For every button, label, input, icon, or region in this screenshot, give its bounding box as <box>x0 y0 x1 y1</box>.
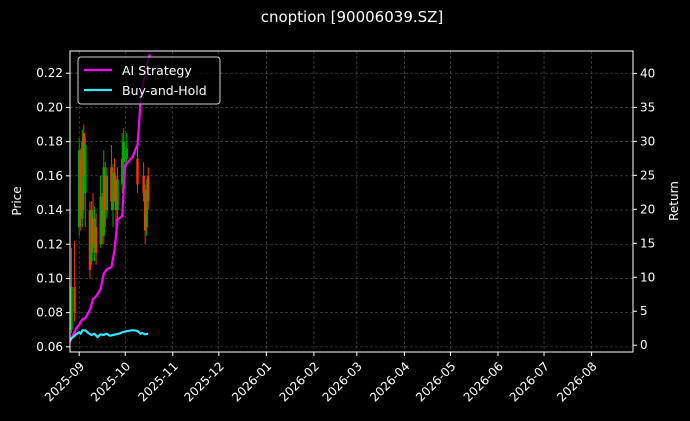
chart-title: cnoption [90006039.SZ] <box>261 8 444 26</box>
y-axis-label-right: Return <box>667 181 681 221</box>
y-left-tick-label: 0.18 <box>36 135 63 149</box>
candle-body <box>84 145 87 193</box>
candle-body <box>111 172 115 211</box>
candle-body <box>78 150 81 228</box>
candle-body <box>81 141 84 219</box>
candle-body <box>102 167 105 236</box>
candle-body <box>90 210 93 262</box>
candle-body <box>91 218 95 245</box>
candle-body <box>145 189 148 228</box>
y-right-tick-label: 40 <box>640 66 655 80</box>
y-right-tick-label: 30 <box>640 134 655 148</box>
candle-body <box>105 175 109 211</box>
legend-box <box>77 56 221 105</box>
plot-frame <box>69 50 634 353</box>
y-right-tick-label: 25 <box>640 168 655 182</box>
legend-label-ai: AI Strategy <box>122 63 192 78</box>
y-right-tick-label: 0 <box>640 338 648 352</box>
candle-body <box>122 141 125 163</box>
candle-body <box>101 201 104 231</box>
candle-body <box>93 218 96 248</box>
y-axis-label-left: Price <box>10 186 24 215</box>
y-left-tick-label: 0.10 <box>36 271 63 285</box>
candle-body <box>79 158 82 211</box>
candle-body <box>147 175 150 202</box>
legend-label-bh: Buy-and-Hold <box>122 83 207 98</box>
y-right-tick-label: 20 <box>640 202 655 216</box>
candle-body <box>110 167 113 202</box>
y-left-tick-label: 0.12 <box>36 237 63 251</box>
candle-body <box>113 172 116 193</box>
y-right-tick-label: 5 <box>640 304 648 318</box>
candle-body <box>143 192 147 231</box>
candle-body <box>125 148 128 159</box>
y-right-tick-label: 10 <box>640 270 655 284</box>
candle-body <box>142 175 145 193</box>
candle-body <box>88 210 92 270</box>
y-left-tick-label: 0.06 <box>36 340 63 354</box>
y-right-tick-label: 15 <box>640 236 655 250</box>
candlesticks <box>70 124 150 334</box>
y-left-tick-label: 0.16 <box>36 169 63 183</box>
candle-body <box>136 158 139 185</box>
series-lines <box>68 54 151 343</box>
candle-body <box>116 179 119 211</box>
y-left-tick-label: 0.08 <box>36 306 63 320</box>
y-left-tick-label: 0.14 <box>36 203 63 217</box>
series-line-ai-strategy <box>68 54 151 343</box>
candle-body <box>104 175 107 211</box>
candle-body <box>73 287 76 313</box>
y-right-tick-label: 35 <box>640 100 655 114</box>
candle-body <box>120 158 124 185</box>
candle-body <box>70 287 73 330</box>
y-left-tick-label: 0.20 <box>36 100 63 114</box>
y-left-tick-label: 0.22 <box>36 66 63 80</box>
candle-body <box>99 196 102 245</box>
candle-body <box>114 192 118 211</box>
candle-body <box>82 133 86 176</box>
legend: AI Strategy Buy-and-Hold <box>77 56 221 105</box>
series-line-buy-and-hold <box>69 329 149 341</box>
candle-body <box>94 227 98 253</box>
